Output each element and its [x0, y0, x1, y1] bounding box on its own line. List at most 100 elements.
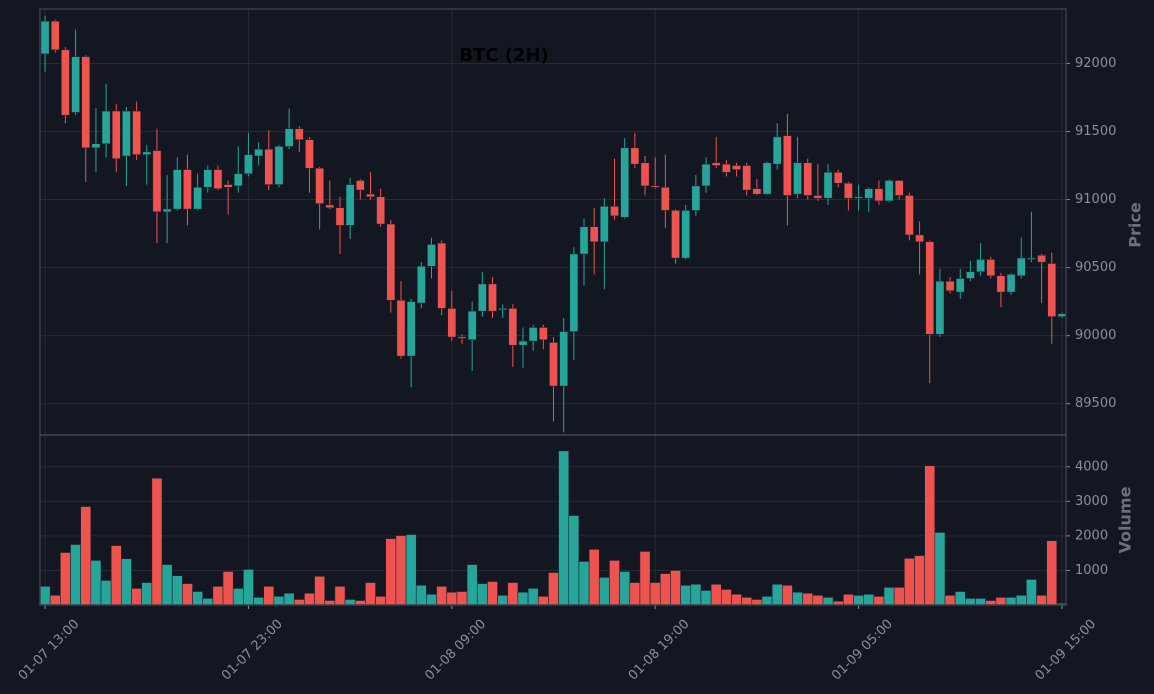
candle-body [894, 180, 904, 196]
plot-layer [39, 9, 1070, 609]
candle-body [315, 167, 324, 204]
candle-body [844, 182, 853, 199]
candle-body [467, 310, 477, 340]
candle-body [91, 143, 101, 149]
volume-bar [100, 580, 112, 606]
candle-body [305, 139, 314, 169]
candle-body [610, 206, 619, 217]
volume-bar [385, 538, 397, 606]
volume-bar [39, 586, 51, 606]
candle-body [355, 180, 365, 191]
candle-body [1037, 255, 1046, 263]
candle-body [650, 185, 660, 188]
candle-body [549, 342, 558, 387]
volume-bar [171, 575, 183, 606]
candle-body [488, 283, 497, 312]
volume-bar [263, 586, 275, 606]
volume-bar [49, 595, 61, 606]
y-tick-label: 91500 [1075, 124, 1116, 139]
candle-body [101, 110, 111, 144]
volume-bar [893, 587, 905, 606]
volume-bar [720, 589, 732, 606]
volume-bar [446, 591, 458, 606]
volume-bar [141, 582, 153, 606]
volume-bar [700, 590, 712, 606]
candle-body [264, 148, 274, 185]
volume-bar [751, 599, 763, 606]
candle-body [223, 184, 233, 188]
candle-body [833, 172, 843, 184]
volume-bar [426, 593, 437, 606]
volume-bar [222, 571, 234, 606]
volume-bar [1015, 595, 1027, 606]
candle-body [600, 206, 609, 242]
candle-body [1057, 313, 1067, 317]
volume-bar [476, 583, 488, 606]
volume-bar [934, 532, 946, 606]
candle-body [681, 210, 691, 259]
volume-bar [639, 551, 651, 606]
volume-bar [802, 592, 814, 606]
candle-body [152, 150, 162, 213]
volume-bar [944, 595, 956, 606]
volume-bar [578, 561, 590, 606]
candle-body [783, 135, 792, 196]
volume-bar [537, 596, 549, 606]
candle-body [874, 188, 884, 202]
candle-body [986, 259, 996, 277]
candle-body [50, 20, 60, 51]
volume-bar [598, 577, 610, 606]
candle-body [620, 147, 630, 218]
candle-body [671, 210, 680, 259]
candle-body [172, 169, 182, 210]
candle-body [437, 242, 446, 309]
volume-bar [90, 560, 102, 606]
volume-bar [649, 582, 661, 606]
candle-body [427, 244, 436, 267]
candle-body [508, 308, 518, 346]
volume-bar [1046, 540, 1058, 606]
candle-body [81, 56, 91, 149]
volume-bar [629, 582, 641, 606]
candle-body [864, 188, 874, 199]
volume-bar [609, 560, 620, 606]
volume-bar [914, 555, 925, 606]
candle-body [996, 275, 1006, 293]
y-tick-label: 90500 [1075, 260, 1116, 275]
candle-body [366, 193, 375, 198]
candle-body [823, 172, 833, 199]
candle-body [711, 162, 721, 166]
candle-body [335, 207, 345, 226]
candle-body [691, 185, 701, 211]
volume-bar [527, 588, 539, 606]
candle-body [732, 165, 741, 170]
candle-body [589, 226, 599, 242]
candle-body [945, 280, 955, 291]
volume-bar [304, 592, 315, 606]
candle-body [742, 165, 752, 191]
volume-bar [904, 558, 915, 606]
volume-bar [70, 544, 81, 606]
volume-bar [487, 581, 498, 606]
volume-bar [405, 534, 417, 606]
volume-bar [853, 595, 864, 606]
volume-bar [314, 576, 326, 606]
volume-bar [619, 571, 631, 606]
volume-bar [558, 450, 570, 606]
volume-bar [812, 595, 824, 606]
candle-body [345, 184, 355, 226]
volume-bar [822, 597, 834, 606]
volume-bar [588, 549, 600, 606]
candle-body [752, 188, 762, 195]
volume-bar [497, 595, 509, 606]
volume-bar [293, 599, 305, 606]
candle-body [203, 169, 213, 188]
candle-body [478, 283, 487, 312]
volume-bar [883, 587, 895, 606]
volume-bar [517, 591, 529, 606]
volume-bar [975, 598, 986, 606]
volume-bar [192, 591, 203, 606]
candle-body [1027, 257, 1036, 260]
